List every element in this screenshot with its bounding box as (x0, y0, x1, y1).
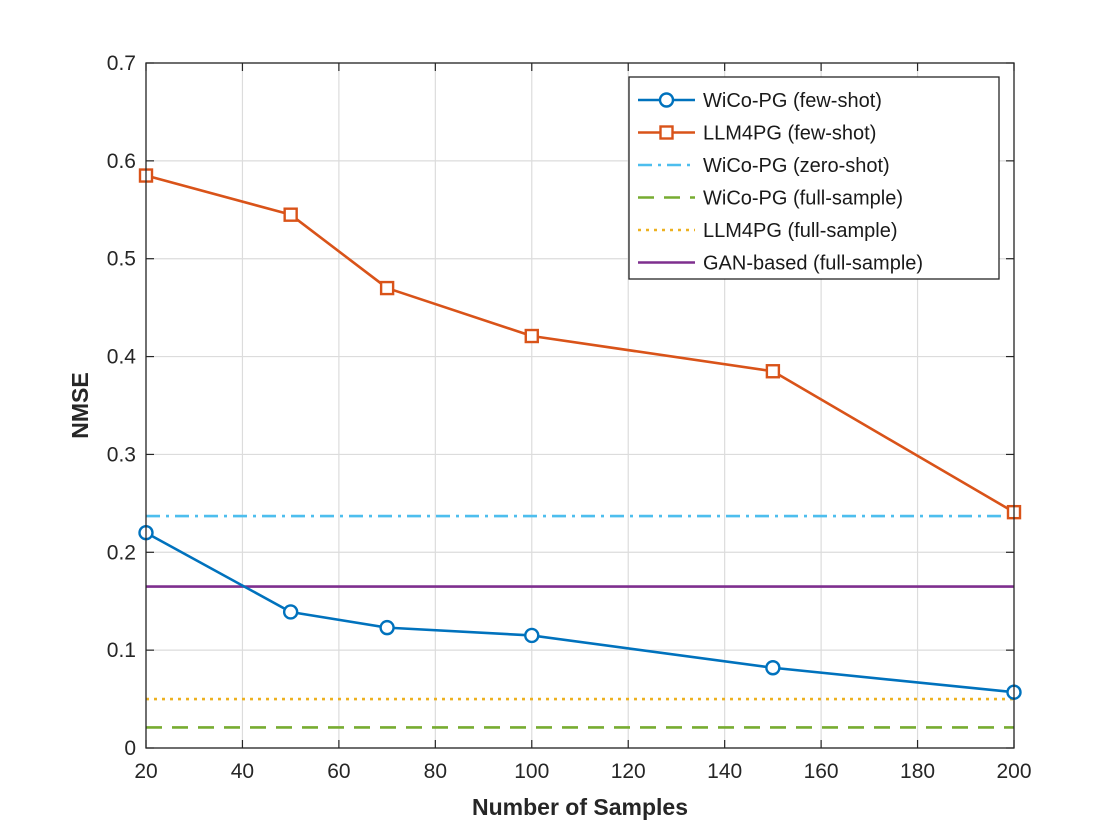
legend: WiCo-PG (few-shot) LLM4PG (few-shot) WiCo-… (628, 76, 1000, 280)
x-tick-label: 40 (231, 760, 254, 783)
series-lines (138, 168, 1022, 729)
legend-box (628, 76, 1000, 280)
data-point-marker (765, 660, 781, 676)
legend-entry-label: LLM4PG (full-sample) (703, 220, 898, 242)
legend-entry-label: WiCo-PG (few-shot) (703, 90, 882, 112)
y-axis-title: NMSE (67, 372, 93, 438)
legend-entry-label: GAN-based (full-sample) (703, 253, 923, 275)
plot-area-frame (145, 62, 1015, 749)
y-tick-label: 0.2 (107, 541, 136, 564)
data-point-marker (765, 364, 781, 379)
data-point-marker (379, 619, 395, 636)
data-point-marker (524, 627, 540, 644)
series-0 (138, 525, 1022, 700)
x-tick-label: 200 (996, 760, 1031, 783)
x-tick-label: 80 (424, 760, 447, 783)
x-tick-label: 140 (707, 760, 742, 783)
series-1 (138, 168, 1022, 520)
legend-entry-label: WiCo-PG (full-sample) (703, 188, 903, 210)
y-tick-label: 0.4 (107, 346, 137, 369)
data-point-marker (283, 207, 298, 222)
y-tick-label: 0.1 (107, 639, 136, 662)
series-line (145, 174, 1015, 514)
y-tick-label: 0.3 (107, 443, 136, 466)
x-tick-label: 100 (514, 760, 549, 783)
x-tick-label: 160 (804, 760, 839, 783)
legend-marker (658, 92, 675, 108)
y-tick-label: 0.7 (107, 52, 136, 75)
data-point-marker (524, 328, 539, 344)
y-tick-label: 0.6 (107, 150, 136, 173)
legend-marker (659, 125, 674, 140)
y-tick-label: 0.5 (107, 248, 136, 271)
data-point-marker (282, 604, 299, 620)
data-point-marker (379, 280, 395, 296)
series-line (145, 531, 1015, 694)
legend-entry-label: LLM4PG (few-shot) (703, 123, 876, 145)
y-tick-label: 0 (124, 737, 136, 760)
x-axis-title: Number of Samples (472, 794, 688, 820)
legend-entry-label: WiCo-PG (zero-shot) (703, 155, 890, 177)
x-tick-label: 120 (611, 760, 646, 783)
x-tick-label: 180 (900, 760, 935, 783)
axis-ticks: 20 40 60 80 100 120 140 160 180 200 0 0.1 0.2 0.3 0.4 0… (107, 52, 1032, 783)
x-tick-label: 20 (134, 760, 157, 783)
x-tick-label: 60 (327, 760, 350, 783)
